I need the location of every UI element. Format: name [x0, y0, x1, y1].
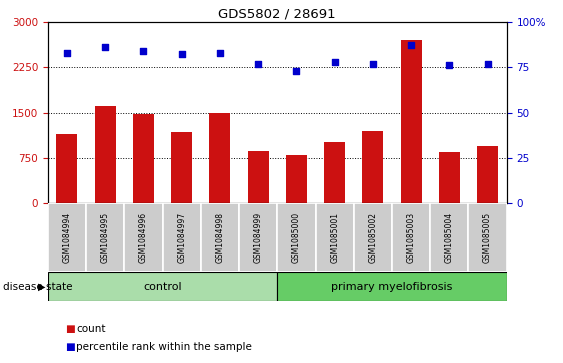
Text: control: control [143, 282, 182, 292]
FancyBboxPatch shape [354, 203, 392, 272]
Text: GSM1085005: GSM1085005 [483, 212, 492, 263]
Point [254, 61, 263, 66]
FancyBboxPatch shape [277, 203, 315, 272]
Text: GSM1084999: GSM1084999 [254, 212, 263, 263]
Bar [209, 113, 230, 203]
Text: count: count [76, 323, 105, 334]
Text: GSM1084995: GSM1084995 [101, 212, 110, 263]
FancyBboxPatch shape [315, 203, 354, 272]
Text: GSM1085002: GSM1085002 [368, 212, 377, 263]
Bar [286, 155, 307, 203]
Text: primary myelofibrosis: primary myelofibrosis [331, 282, 453, 292]
Bar [324, 142, 345, 203]
Text: ■: ■ [65, 342, 74, 352]
Bar [401, 40, 422, 203]
Text: ▶: ▶ [38, 282, 45, 292]
Text: GSM1085001: GSM1085001 [330, 212, 339, 263]
FancyBboxPatch shape [392, 203, 430, 272]
Point [177, 52, 186, 57]
Bar [133, 114, 154, 203]
Text: GSM1085000: GSM1085000 [292, 212, 301, 263]
Point [483, 61, 492, 66]
Bar [477, 146, 498, 203]
Bar [171, 132, 192, 203]
Point [101, 44, 110, 50]
FancyBboxPatch shape [201, 203, 239, 272]
Point [406, 42, 415, 48]
FancyBboxPatch shape [163, 203, 201, 272]
Point [216, 50, 225, 56]
Point [368, 61, 377, 66]
Point [62, 50, 72, 56]
Text: GSM1084994: GSM1084994 [62, 212, 72, 263]
Bar [363, 131, 383, 203]
Point [445, 62, 454, 68]
Point [330, 59, 339, 65]
Text: GSM1084998: GSM1084998 [216, 212, 225, 263]
Bar [95, 106, 116, 203]
Text: disease state: disease state [3, 282, 72, 292]
Bar [56, 134, 78, 203]
Text: ■: ■ [65, 323, 74, 334]
Bar [248, 151, 269, 203]
Text: percentile rank within the sample: percentile rank within the sample [76, 342, 252, 352]
FancyBboxPatch shape [48, 272, 277, 301]
Text: GSM1084996: GSM1084996 [139, 212, 148, 263]
Bar [439, 152, 460, 203]
FancyBboxPatch shape [86, 203, 124, 272]
FancyBboxPatch shape [277, 272, 507, 301]
Text: GSM1085004: GSM1085004 [445, 212, 454, 263]
Title: GDS5802 / 28691: GDS5802 / 28691 [218, 8, 336, 21]
Text: GSM1085003: GSM1085003 [406, 212, 415, 263]
FancyBboxPatch shape [239, 203, 277, 272]
FancyBboxPatch shape [48, 203, 86, 272]
FancyBboxPatch shape [468, 203, 507, 272]
Text: GSM1084997: GSM1084997 [177, 212, 186, 263]
FancyBboxPatch shape [430, 203, 468, 272]
Point [139, 48, 148, 54]
FancyBboxPatch shape [124, 203, 163, 272]
Point [292, 68, 301, 74]
